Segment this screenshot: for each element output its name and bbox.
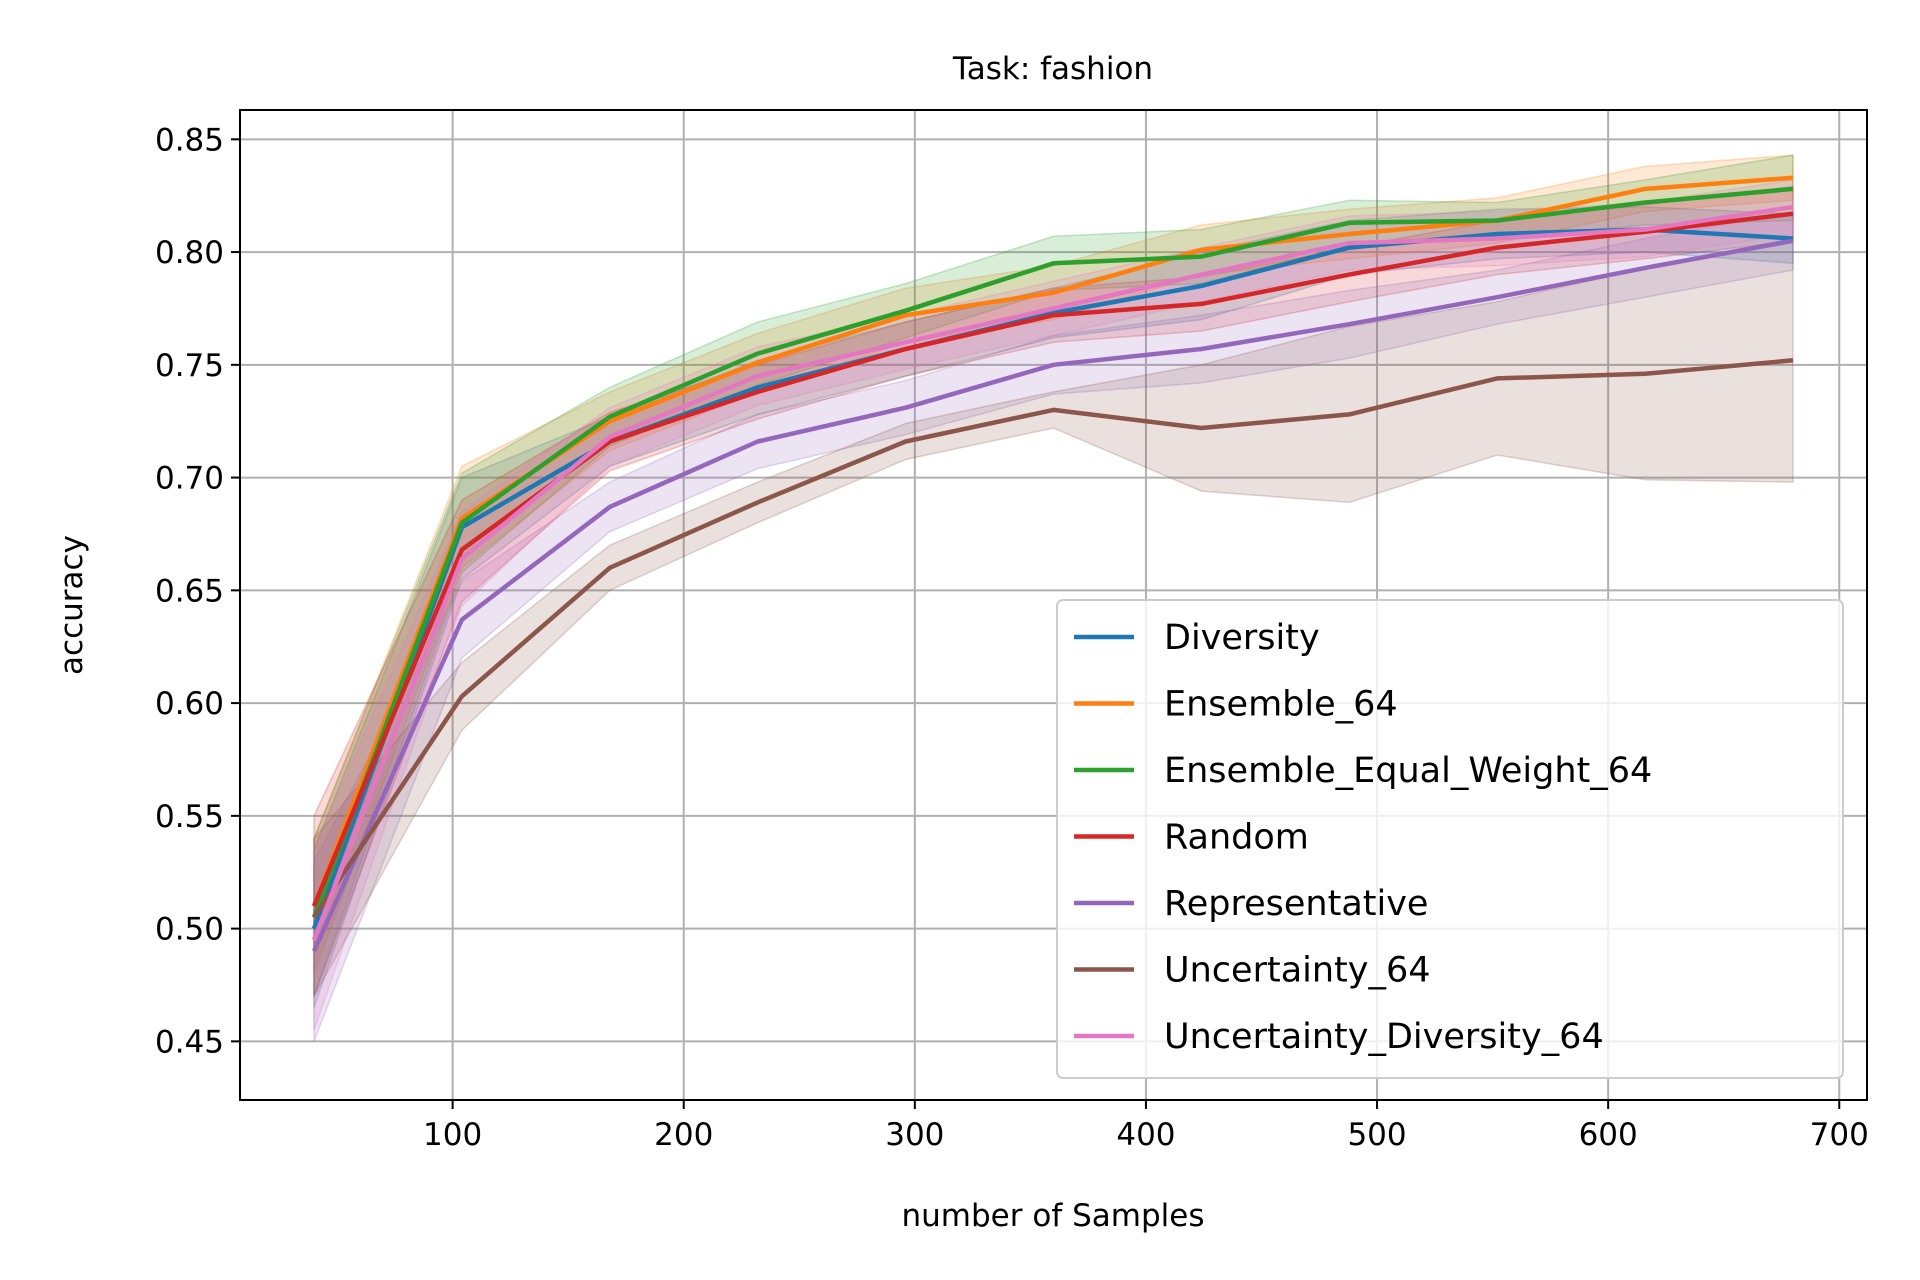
y-tick-label: 0.45 xyxy=(155,1024,224,1060)
x-tick-label: 100 xyxy=(423,1117,482,1153)
y-tick-label: 0.50 xyxy=(155,912,224,948)
y-tick-label: 0.55 xyxy=(155,799,224,835)
band-uncertainty-64 xyxy=(313,237,1794,1000)
x-tick-label: 300 xyxy=(885,1117,944,1153)
line-representative xyxy=(311,238,1794,953)
x-tick-label: 500 xyxy=(1347,1117,1406,1153)
legend-label-random: Random xyxy=(1164,818,1309,858)
y-tick-label: 0.80 xyxy=(155,235,224,271)
legend-label-representative: Representative xyxy=(1164,884,1428,924)
y-axis-label: accuracy xyxy=(54,535,90,675)
x-tick-label: 200 xyxy=(654,1117,713,1153)
legend-label-diversity: Diversity xyxy=(1164,618,1320,658)
line-uncertainty-diversity-64 xyxy=(311,204,1794,941)
chart-title: Task: fashion xyxy=(952,51,1153,87)
line-uncertainty-64 xyxy=(312,358,1794,919)
x-axis-label: number of Samples xyxy=(902,1198,1205,1234)
y-tick-label: 0.70 xyxy=(155,461,224,497)
x-axis: 100 200 300 400 500 600 700 xyxy=(423,1100,1869,1153)
band-representative xyxy=(313,210,1794,1042)
y-axis: 0.45 0.50 0.55 0.60 0.65 0.70 0.75 0.80 0.85 xyxy=(155,122,240,1060)
legend-box xyxy=(1056,599,1844,1079)
legend-label-ensemble-equal-weight-64: Ensemble_Equal_Weight_64 xyxy=(1164,751,1652,791)
line-ensemble-equal-weight-64 xyxy=(311,186,1794,919)
legend-label-uncertainty-64: Uncertainty_64 xyxy=(1164,951,1431,991)
x-tick-label: 600 xyxy=(1579,1117,1638,1153)
series-lines xyxy=(311,175,1794,953)
y-tick-label: 0.75 xyxy=(155,348,224,384)
y-tick-label: 0.85 xyxy=(155,122,224,158)
legend-label-ensemble-64: Ensemble_64 xyxy=(1164,685,1398,725)
y-tick-label: 0.60 xyxy=(155,686,224,722)
legend: Diversity Ensemble_64 Ensemble_Equal_Weigh… xyxy=(1056,599,1844,1079)
legend-label-uncertainty-diversity-64: Uncertainty_Diversity_64 xyxy=(1164,1017,1604,1057)
plot-frame xyxy=(239,109,1868,1101)
x-tick-label: 700 xyxy=(1810,1117,1869,1153)
y-tick-label: 0.65 xyxy=(155,573,224,609)
x-tick-label: 400 xyxy=(1116,1117,1175,1153)
band-ensemble-64 xyxy=(313,154,1794,974)
